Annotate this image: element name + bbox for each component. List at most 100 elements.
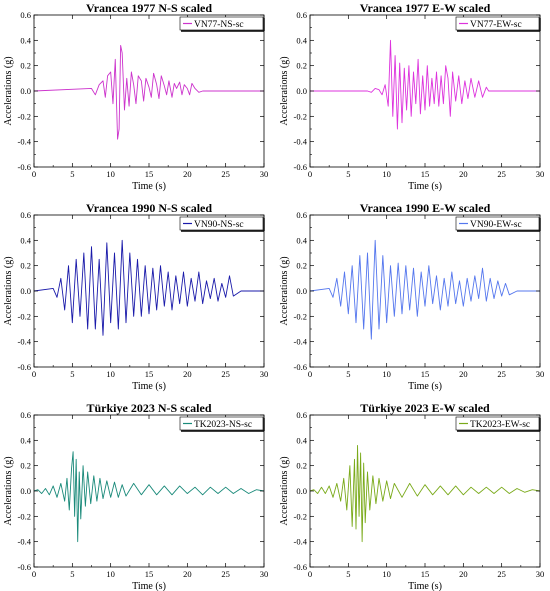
x-tick-label: 25	[221, 569, 230, 579]
y-tick-label: 0.0	[296, 486, 307, 496]
y-tick-label: -0.6	[294, 362, 307, 372]
chart-panel-3: Vrancea 1990 N-S scaled 0 5 10 15 20 25 30 -0.6 -…	[3, 201, 268, 392]
y-axis-label: Accelerations (g)	[279, 56, 290, 125]
series-line	[34, 451, 264, 543]
y-tick-label: 0.4	[296, 35, 307, 45]
y-tick-label: 0.2	[20, 261, 31, 271]
y-tick-label: 0.0	[20, 286, 31, 296]
y-tick-label: 0.4	[20, 435, 31, 445]
series-line	[310, 444, 540, 543]
x-tick-label: 10	[106, 369, 115, 379]
x-tick-label: 25	[221, 369, 230, 379]
series-line	[310, 39, 540, 130]
x-axis-label: Time (s)	[408, 381, 442, 392]
x-tick-label: 25	[221, 169, 230, 179]
x-tick-label: 30	[260, 169, 269, 179]
legend-label: VN90-NS-sc	[194, 220, 244, 230]
y-tick-label: -0.4	[294, 537, 308, 547]
legend-label: VN77-NS-sc	[194, 20, 244, 30]
chart-panel-1: Vrancea 1977 N-S scaled 0 5 10 15 20 25 30 -0.6 -…	[3, 1, 268, 192]
x-tick-label: 10	[382, 569, 391, 579]
x-tick-label: 25	[497, 369, 506, 379]
y-tick-label: 0.6	[296, 210, 307, 220]
y-tick-label: 0.4	[296, 235, 307, 245]
series-line	[310, 239, 540, 340]
chart-panel-4: Vrancea 1990 E-W scaled 0 5 10 15 20 25 30 -0.6 -…	[279, 201, 544, 392]
legend-label: VN90-EW-sc	[470, 220, 522, 230]
x-tick-label: 20	[459, 169, 468, 179]
x-tick-label: 20	[459, 569, 468, 579]
y-tick-label: 0.6	[20, 210, 31, 220]
y-tick-label: -0.4	[18, 337, 32, 347]
x-tick-label: 15	[145, 169, 154, 179]
y-tick-label: 0.0	[20, 86, 31, 96]
y-tick-label: 0.6	[296, 410, 307, 420]
y-tick-label: -0.4	[18, 137, 32, 147]
y-tick-label: -0.6	[18, 562, 31, 572]
x-tick-label: 15	[421, 369, 430, 379]
y-tick-label: 0.4	[20, 35, 31, 45]
x-axis-label: Time (s)	[132, 181, 166, 192]
y-tick-label: 0.0	[296, 286, 307, 296]
legend-label: VN77-EW-sc	[470, 20, 522, 30]
legend-box	[179, 216, 264, 231]
x-axis-label: Time (s)	[408, 581, 442, 591]
x-tick-label: 15	[145, 569, 154, 579]
series-line	[34, 239, 264, 336]
x-tick-label: 20	[183, 169, 192, 179]
x-tick-label: 25	[497, 169, 506, 179]
y-tick-label: 0.2	[20, 461, 31, 471]
chart-title: Vrancea 1977 N-S scaled	[86, 1, 212, 15]
y-tick-label: -0.2	[18, 511, 31, 521]
y-tick-label: 0.2	[20, 61, 31, 71]
x-tick-label: 30	[536, 569, 545, 579]
y-tick-label: 0.4	[296, 435, 307, 445]
chart-title: Vrancea 1990 N-S scaled	[86, 201, 212, 215]
y-tick-label: 0.2	[296, 61, 307, 71]
x-tick-label: 5	[346, 569, 350, 579]
plot-frame	[309, 414, 541, 568]
x-tick-label: 20	[459, 369, 468, 379]
x-tick-label: 30	[536, 169, 545, 179]
y-tick-label: 0.6	[20, 10, 31, 20]
plot-frame	[309, 214, 541, 368]
x-axis-label: Time (s)	[132, 381, 166, 392]
y-tick-label: -0.2	[294, 511, 307, 521]
legend-box	[455, 216, 540, 231]
x-tick-label: 0	[32, 569, 36, 579]
x-tick-label: 20	[183, 369, 192, 379]
x-tick-label: 30	[260, 569, 269, 579]
y-tick-label: 0.2	[296, 461, 307, 471]
x-tick-label: 25	[497, 569, 506, 579]
x-tick-label: 0	[308, 569, 312, 579]
chart-panel-2: Vrancea 1977 E-W scaled 0 5 10 15 20 25 30 -0.6 -…	[279, 1, 544, 192]
y-axis-label: Accelerations (g)	[3, 56, 14, 125]
y-tick-label: -0.4	[18, 537, 32, 547]
y-axis-label: Accelerations (g)	[3, 256, 14, 325]
x-tick-label: 5	[70, 569, 74, 579]
y-tick-label: 0.0	[296, 86, 307, 96]
legend-box	[455, 16, 540, 31]
y-tick-label: -0.2	[18, 311, 31, 321]
y-tick-label: -0.2	[18, 111, 31, 121]
y-tick-label: -0.6	[294, 562, 307, 572]
plot-frame	[33, 214, 265, 368]
x-tick-label: 30	[260, 369, 269, 379]
y-tick-label: 0.6	[296, 10, 307, 20]
legend-box	[455, 416, 540, 431]
y-tick-label: 0.0	[20, 486, 31, 496]
x-tick-label: 0	[308, 169, 312, 179]
x-tick-label: 5	[70, 169, 74, 179]
y-tick-label: -0.6	[294, 162, 307, 172]
chart-title: Vrancea 1990 E-W scaled	[360, 201, 491, 215]
x-tick-label: 10	[382, 369, 391, 379]
y-tick-label: 0.4	[20, 235, 31, 245]
legend-label: TK2023-EW-sc	[470, 420, 530, 430]
y-tick-label: -0.2	[294, 311, 307, 321]
x-tick-label: 10	[106, 569, 115, 579]
chart-title: Vrancea 1977 E-W scaled	[360, 1, 491, 15]
legend-label: TK2023-NS-sc	[194, 420, 252, 430]
y-tick-label: -0.4	[294, 137, 308, 147]
chart-title: Türkiye 2023 N-S scaled	[86, 401, 211, 415]
